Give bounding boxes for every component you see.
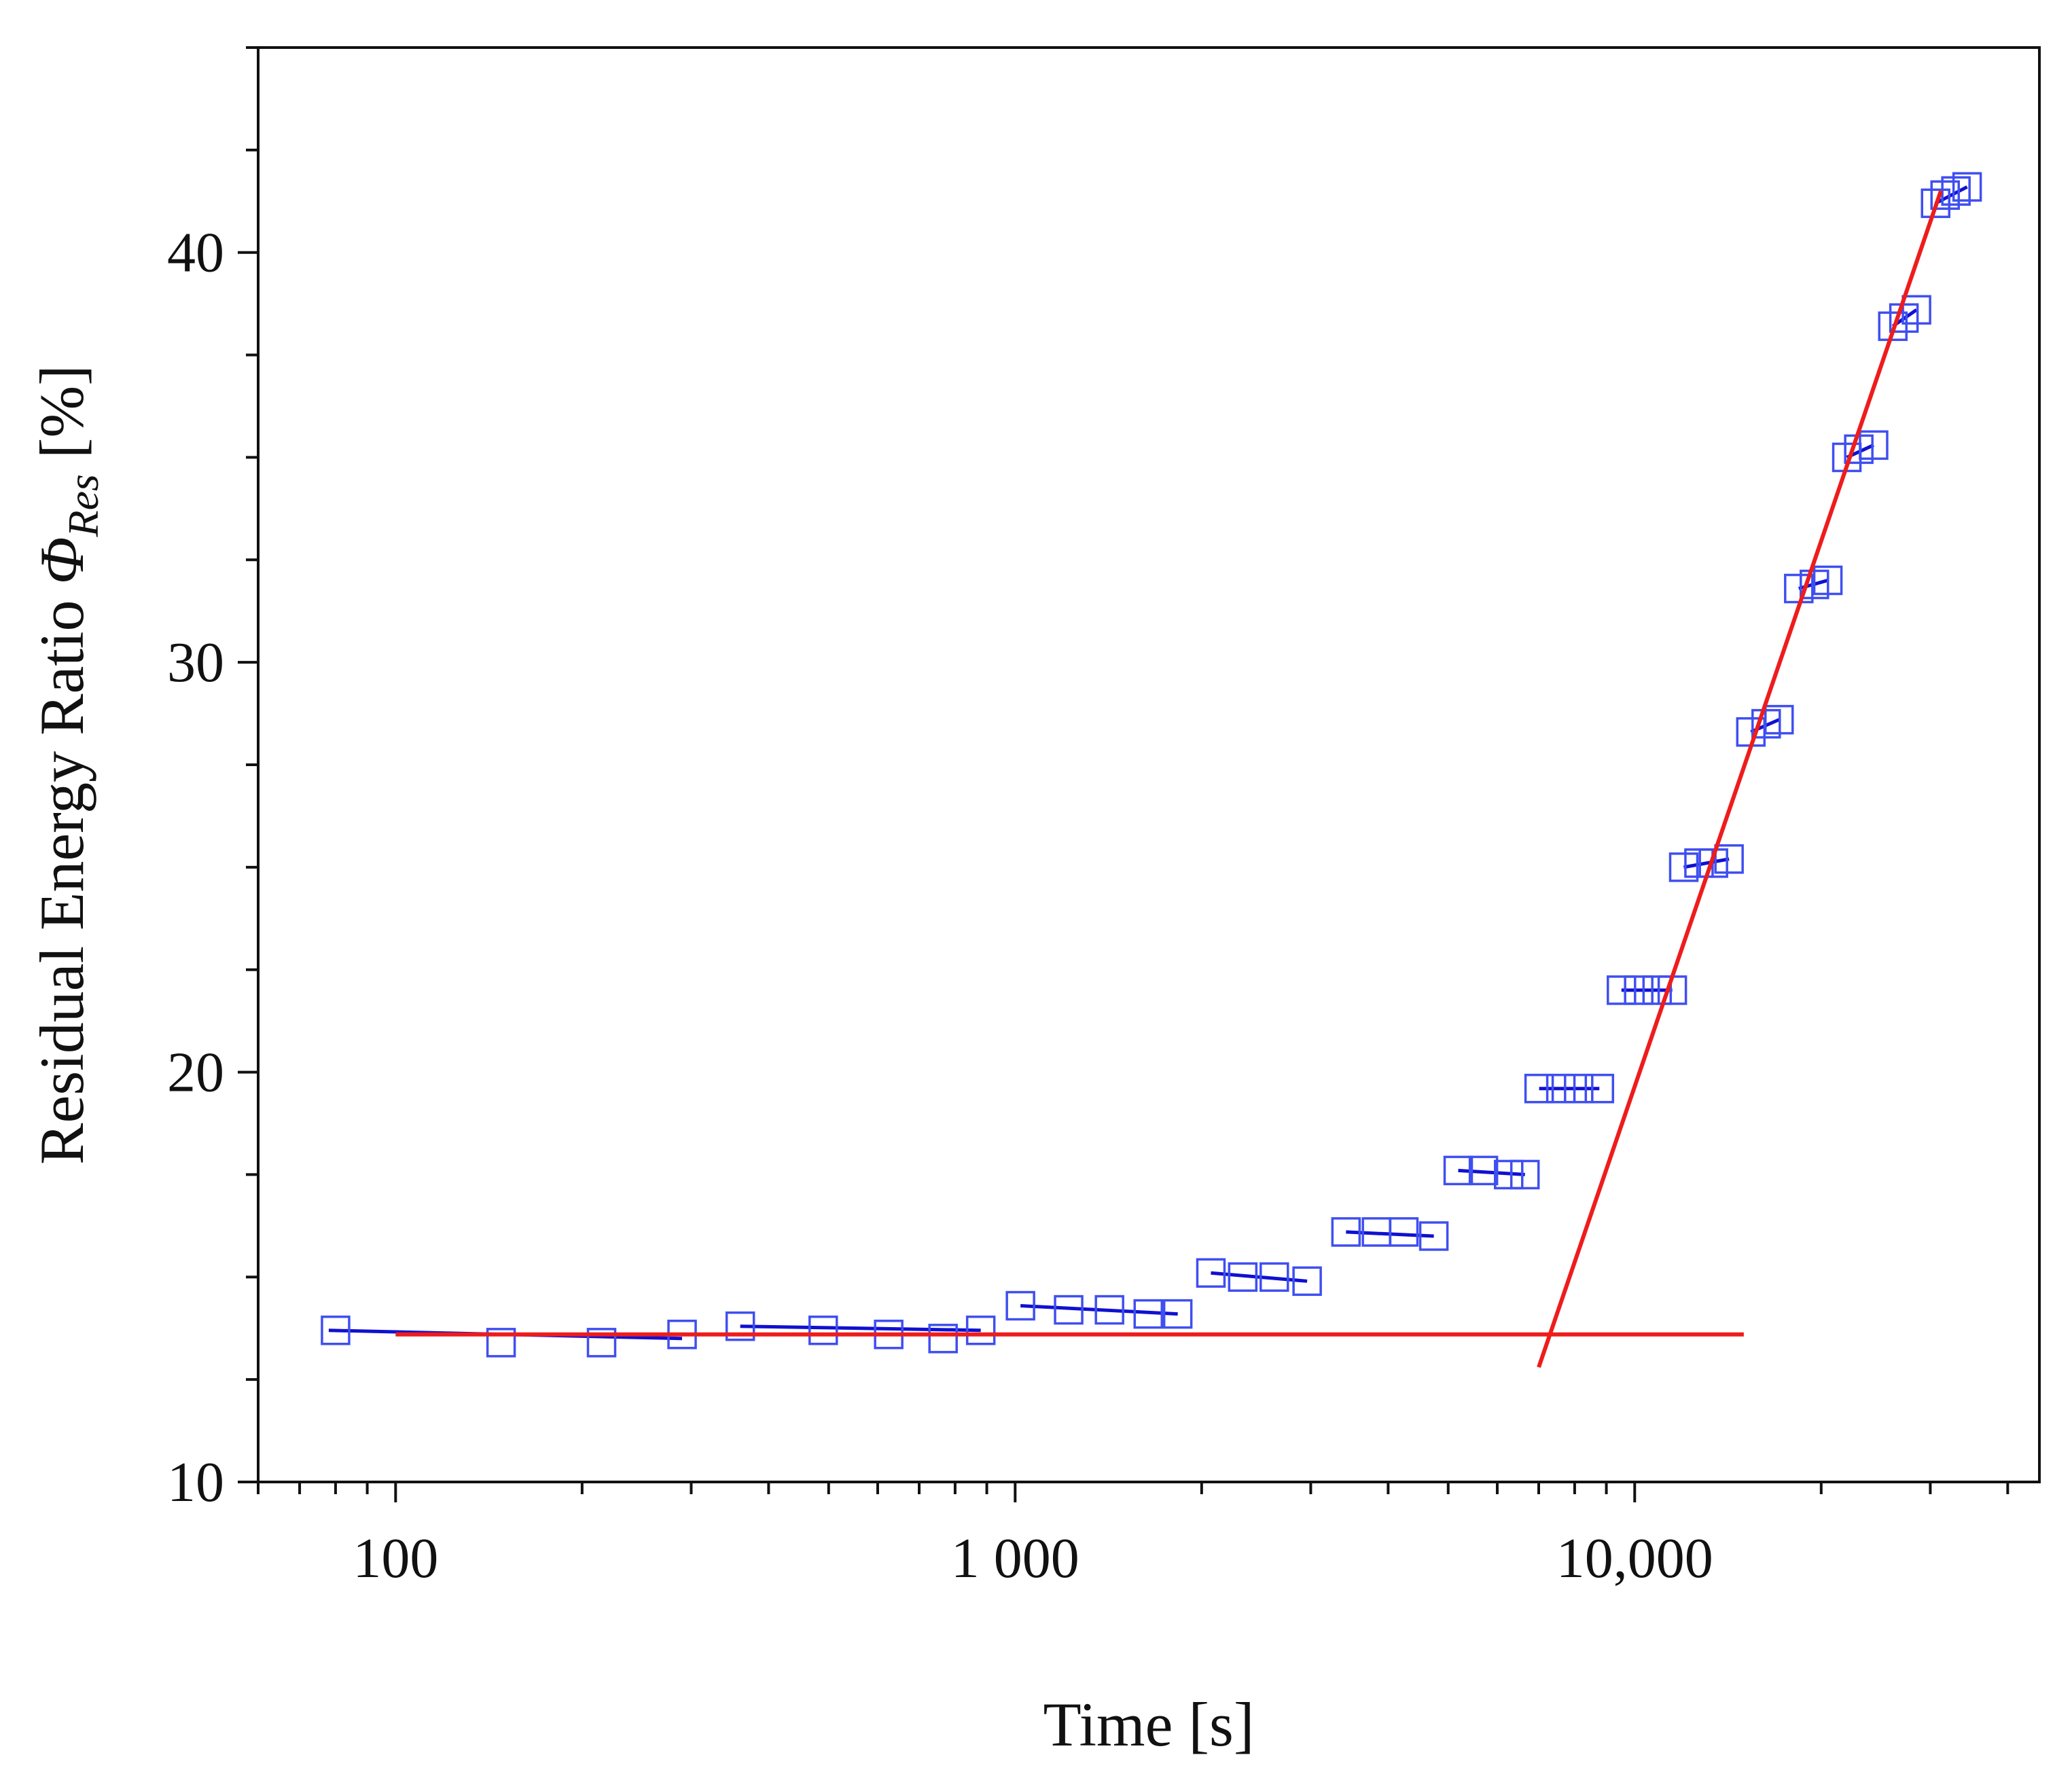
data-point: [1094, 1295, 1124, 1325]
plot-frame: [257, 46, 2041, 1483]
data-point: [1901, 295, 1931, 325]
data-point: [1624, 975, 1654, 1005]
data-point: [808, 1315, 838, 1345]
y-axis-title-unit: [%]: [27, 365, 96, 474]
y-axis-title-subscript: Res: [59, 474, 107, 537]
data-point: [586, 1328, 617, 1358]
data-point: [1331, 1217, 1361, 1247]
data-point: [1921, 188, 1951, 219]
data-point: [1443, 1155, 1473, 1186]
data-point: [1054, 1295, 1084, 1325]
data-point: [1668, 852, 1699, 882]
data-point: [1698, 848, 1728, 878]
data-point: [1714, 844, 1744, 874]
x-axis-title: Time [s]: [1043, 1690, 1255, 1759]
y-axis-title: Residual Energy Ratio ΦRes [%]: [27, 365, 107, 1165]
data-point: [1133, 1299, 1163, 1329]
fit-lines: [395, 190, 1943, 1369]
marker-segment: [740, 1324, 981, 1333]
y-major-ticks: 10 20 30 40: [167, 221, 224, 1514]
x-ticks: 100 1 000 10,000: [257, 1482, 2010, 1590]
x-tick-label: 100: [353, 1527, 438, 1590]
data-point: [1005, 1290, 1035, 1321]
marker-segment: [1020, 1304, 1178, 1316]
data-point: [1878, 311, 1908, 342]
data-point: [1510, 1159, 1540, 1190]
data-point: [1941, 176, 1971, 206]
data-point: [1468, 1155, 1499, 1186]
data-point: [1564, 1073, 1594, 1104]
x-tick-label: 10,000: [1556, 1527, 1713, 1590]
data-point: [965, 1315, 996, 1345]
marker-segment: [1211, 1271, 1308, 1283]
data-point: [1162, 1299, 1193, 1329]
data-point: [1812, 565, 1843, 596]
data-point: [1930, 180, 1960, 210]
data-point: [1859, 430, 1889, 460]
y-tick-label: 20: [167, 1041, 224, 1104]
data-point: [928, 1324, 958, 1354]
y-axis-title-symbol: Φ: [27, 537, 96, 585]
marker-segments: [328, 185, 1968, 1341]
y-tick-label: 30: [167, 631, 224, 694]
data-point: [1584, 1073, 1615, 1104]
data-point: [1494, 1159, 1524, 1190]
x-tick-label: 1 000: [951, 1527, 1079, 1590]
data-point: [1389, 1217, 1419, 1247]
data-point: [1260, 1262, 1289, 1292]
data-point: [321, 1315, 351, 1345]
y-tick-label: 40: [167, 221, 224, 285]
data-points: [321, 172, 1982, 1358]
data-point: [1952, 172, 1982, 202]
data-point: [1607, 975, 1637, 1005]
marker-segment: [1935, 185, 1968, 205]
y-axis-title-text: Residual Energy Ratio: [27, 585, 96, 1165]
marker-segment: [1683, 857, 1730, 869]
y-minor-ticks: [238, 46, 258, 1483]
fit-line: [1537, 190, 1943, 1369]
data-point: [1546, 1073, 1576, 1104]
data-point: [1418, 1221, 1449, 1251]
data-point: [1764, 704, 1794, 735]
data-point: [1228, 1262, 1258, 1292]
data-point: [1196, 1258, 1226, 1288]
data-point: [1524, 1073, 1554, 1104]
data-point: [1292, 1266, 1322, 1297]
data-point: [486, 1328, 516, 1358]
y-tick-label: 10: [167, 1451, 224, 1514]
marker-segment: [1458, 1168, 1525, 1176]
data-point: [725, 1311, 755, 1341]
data-point: [1642, 975, 1673, 1005]
